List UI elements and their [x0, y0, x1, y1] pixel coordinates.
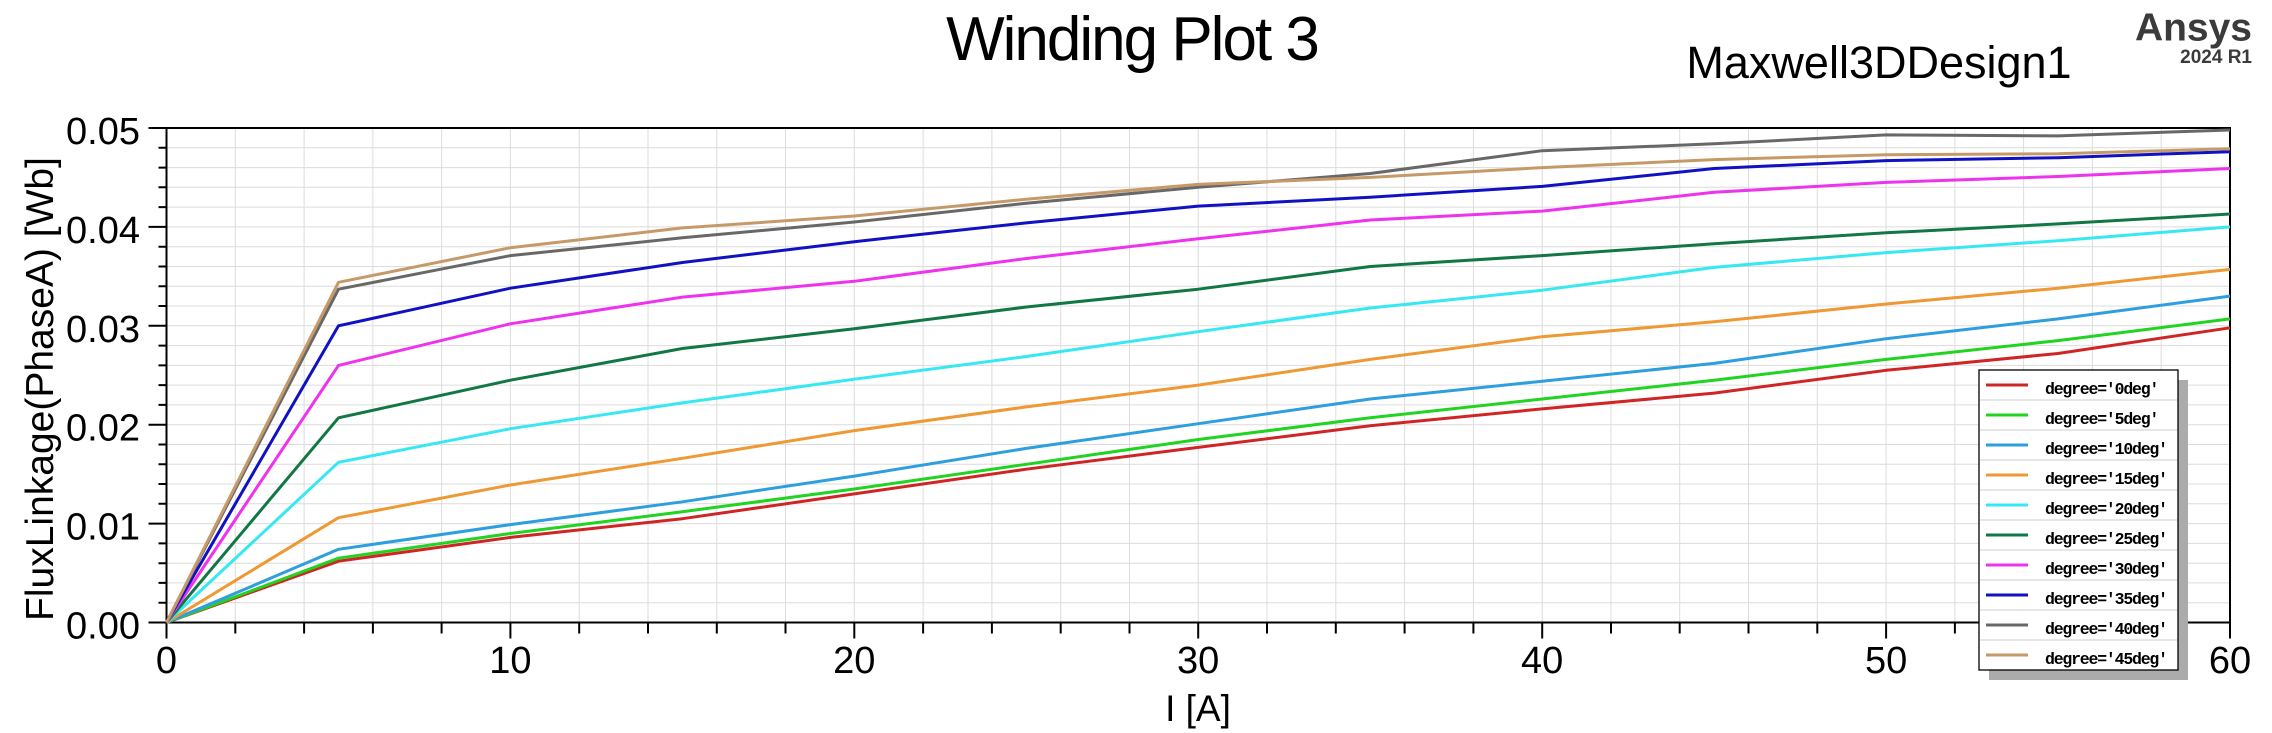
svg-text:degree='5deg': degree='5deg': [2045, 410, 2158, 429]
svg-text:degree='45deg': degree='45deg': [2045, 650, 2167, 669]
svg-text:0: 0: [156, 640, 177, 682]
svg-text:20: 20: [833, 640, 875, 682]
svg-text:0.03: 0.03: [66, 309, 140, 351]
svg-text:degree='35deg': degree='35deg': [2045, 590, 2167, 609]
svg-text:0.01: 0.01: [66, 507, 140, 549]
svg-text:30: 30: [1177, 640, 1219, 682]
svg-text:2024 R1: 2024 R1: [2180, 47, 2252, 68]
svg-text:degree='15deg': degree='15deg': [2045, 470, 2167, 489]
svg-text:degree='40deg': degree='40deg': [2045, 620, 2167, 639]
svg-text:Winding Plot 3: Winding Plot 3: [946, 5, 1318, 74]
svg-text:0.04: 0.04: [66, 210, 140, 252]
svg-text:FluxLinkage(PhaseA) [Wb]: FluxLinkage(PhaseA) [Wb]: [19, 157, 62, 621]
svg-text:0.05: 0.05: [66, 111, 140, 153]
svg-text:0.02: 0.02: [66, 408, 140, 450]
svg-text:10: 10: [489, 640, 531, 682]
svg-text:50: 50: [1865, 640, 1907, 682]
svg-text:Ansys: Ansys: [2135, 7, 2252, 50]
svg-text:degree='0deg': degree='0deg': [2045, 380, 2158, 399]
svg-text:40: 40: [1521, 640, 1563, 682]
svg-text:0.00: 0.00: [66, 606, 140, 648]
svg-text:degree='30deg': degree='30deg': [2045, 560, 2167, 579]
svg-text:degree='25deg': degree='25deg': [2045, 530, 2167, 549]
svg-text:Maxwell3DDesign1: Maxwell3DDesign1: [1686, 37, 2071, 88]
svg-text:degree='10deg': degree='10deg': [2045, 440, 2167, 459]
svg-text:60: 60: [2209, 640, 2251, 682]
svg-text:I [A]: I [A]: [1165, 688, 1231, 729]
svg-text:degree='20deg': degree='20deg': [2045, 500, 2167, 519]
